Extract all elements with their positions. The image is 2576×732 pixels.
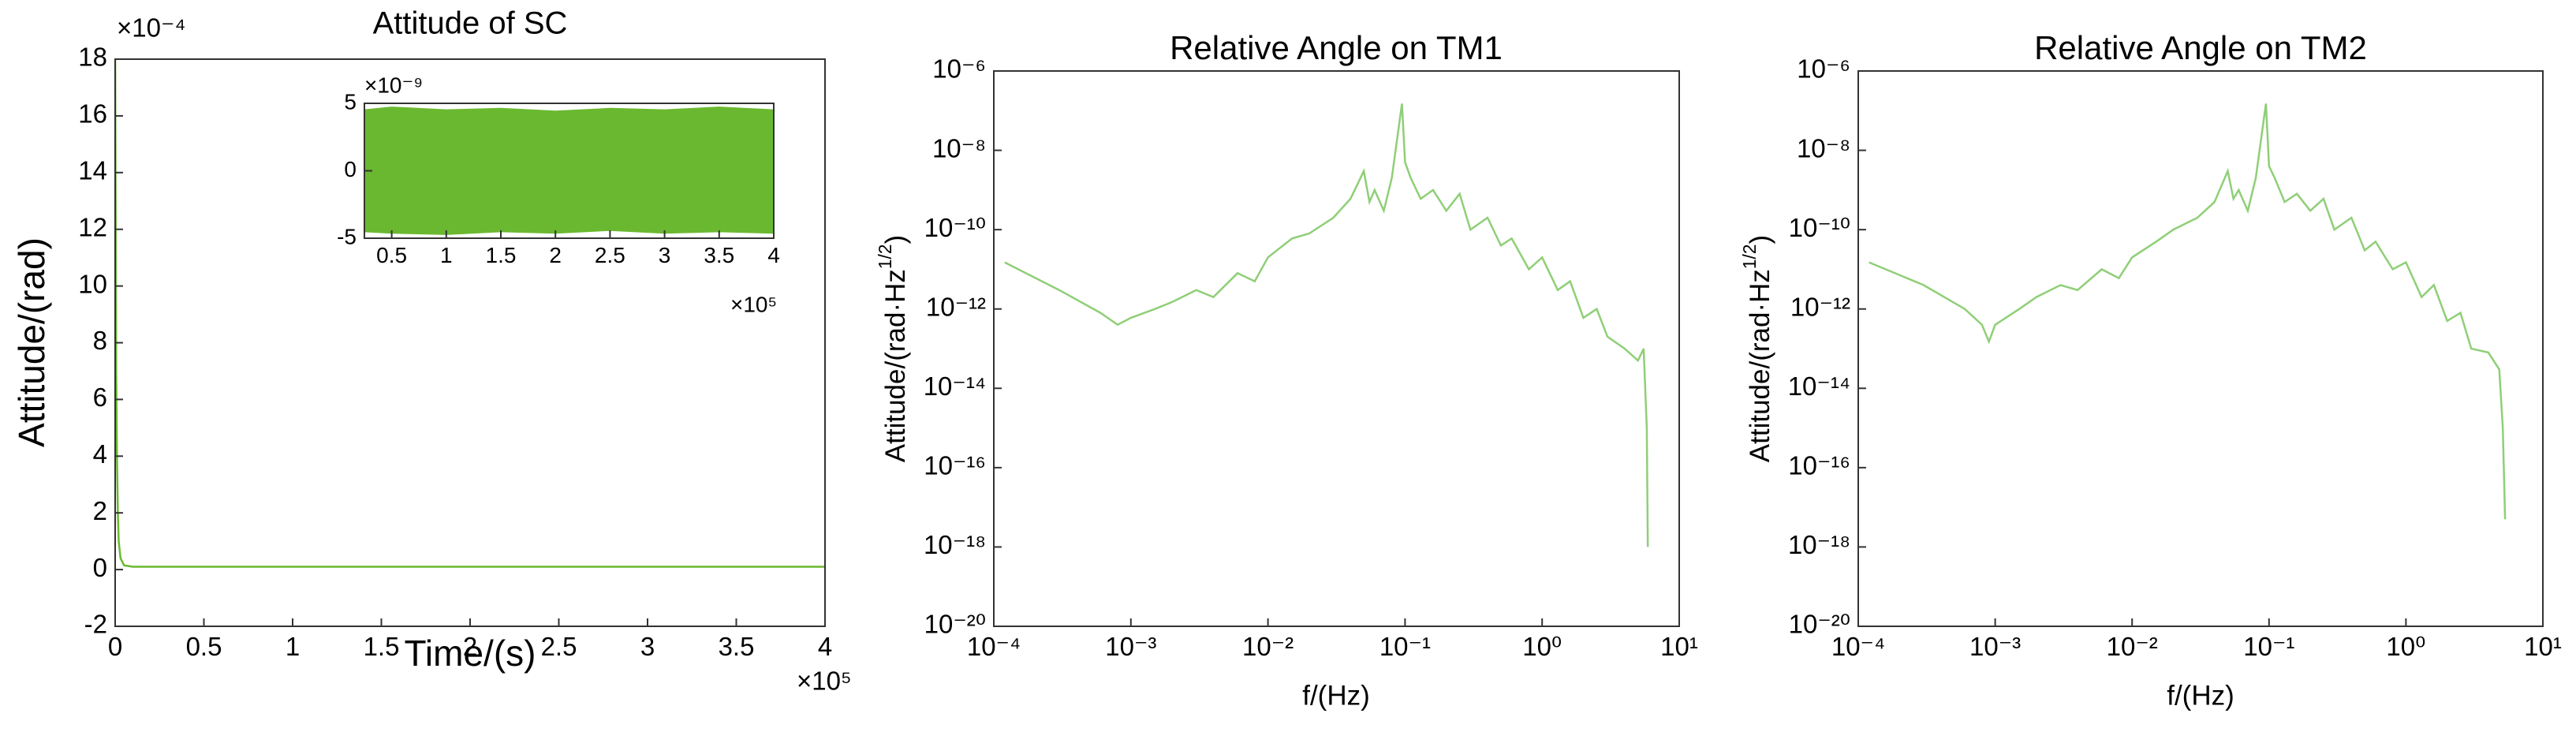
y-tick-label: 16 xyxy=(78,99,107,129)
data-line xyxy=(1004,103,1649,547)
x-multiplier: ×10⁵ xyxy=(797,667,852,696)
y-tick-label: 10⁻⁶ xyxy=(932,54,986,84)
x-tick-label: 10⁰ xyxy=(1522,632,1562,661)
y-tick-label: 10⁻¹⁶ xyxy=(924,451,986,480)
y-tick-label: -5 xyxy=(337,224,357,248)
y-multiplier: ×10⁻⁹ xyxy=(364,73,423,97)
y-axis-label-main: Attitude/(rad·Hz xyxy=(880,269,911,462)
data-band xyxy=(364,106,774,235)
x-tick-label: 10¹ xyxy=(1660,632,1698,661)
y-tick-label: 10 xyxy=(78,269,107,298)
x-tick-label: 10⁻² xyxy=(1242,632,1294,661)
x-tick-label: 3.5 xyxy=(704,243,734,267)
x-tick-label: 1 xyxy=(440,243,453,267)
y-axis-label-main: Attitude/(rad) xyxy=(11,237,52,447)
chart-title: Relative Angle on TM2 xyxy=(2034,29,2367,66)
y-tick-label: 6 xyxy=(93,383,107,412)
y-axis-label-end: ) xyxy=(880,235,911,245)
x-tick-label: 10⁻⁴ xyxy=(967,632,1021,661)
x-tick-label: 0.5 xyxy=(186,632,222,661)
x-tick-label: 2 xyxy=(463,632,477,661)
x-tick-label: 4 xyxy=(818,632,832,661)
y-tick-label: 10⁻¹² xyxy=(926,292,986,321)
y-tick-label: 10⁻¹⁸ xyxy=(924,530,986,559)
y-tick-label: 10⁻¹⁰ xyxy=(1789,213,1850,242)
x-tick-label: 10⁻³ xyxy=(1969,632,2021,661)
y-tick-label: 5 xyxy=(344,89,357,114)
axes-frame xyxy=(1857,70,2544,627)
x-axis-label: f/(Hz) xyxy=(1302,680,1370,711)
x-tick-label: 0.5 xyxy=(376,243,407,267)
y-tick-label: 10⁻¹⁴ xyxy=(924,372,986,401)
y-multiplier: ×10⁻⁴ xyxy=(117,13,186,43)
x-axis-label: f/(Hz) xyxy=(2167,680,2234,711)
x-tick-label: 2 xyxy=(549,243,562,267)
x-tick-label: 10⁻¹ xyxy=(2243,632,2294,661)
x-tick-label: 10⁰ xyxy=(2386,632,2425,661)
y-tick-label: 0 xyxy=(344,157,357,181)
y-tick-label: 10⁻²⁰ xyxy=(1789,610,1850,639)
y-tick-label: 2 xyxy=(93,496,107,525)
y-axis-label-sup: 1/2 xyxy=(1739,244,1760,269)
x-tick-label: 1.5 xyxy=(486,243,517,267)
x-axis-label: Time/(s) xyxy=(405,633,536,674)
chart-title: Attitude of SC xyxy=(373,6,568,41)
y-tick-label: 14 xyxy=(78,156,107,185)
x-tick-label: 10⁻¹ xyxy=(1379,632,1431,661)
x-multiplier: ×10⁵ xyxy=(730,292,777,316)
y-tick-label: 10⁻¹⁴ xyxy=(1788,372,1850,401)
data-line xyxy=(1869,103,2507,520)
y-tick-label: 10⁻¹⁰ xyxy=(924,213,986,242)
x-tick-label: 3 xyxy=(640,632,655,661)
y-tick-label: 18 xyxy=(78,43,107,72)
x-tick-label: 10⁻³ xyxy=(1105,632,1156,661)
y-tick-label: 10⁻¹⁸ xyxy=(1788,530,1850,559)
y-tick-label: 10⁻⁸ xyxy=(932,133,986,162)
x-tick-label: 10⁻⁴ xyxy=(1831,632,1885,661)
y-axis-label: Attitude/(rad·Hz1/2) xyxy=(1739,235,1775,462)
x-tick-label: 3 xyxy=(659,243,671,267)
x-tick-label: 10¹ xyxy=(2524,632,2562,661)
y-tick-label: 10⁻¹⁶ xyxy=(1788,451,1850,480)
chart-title: Relative Angle on TM1 xyxy=(1170,29,1503,66)
y-tick-label: 4 xyxy=(93,439,107,469)
x-tick-label: 1 xyxy=(286,632,300,661)
y-tick-label: 8 xyxy=(93,326,107,355)
y-tick-label: 10⁻⁸ xyxy=(1797,133,1850,162)
y-tick-label: 12 xyxy=(78,212,107,241)
x-tick-label: 2.5 xyxy=(595,243,625,267)
y-tick-label: 0 xyxy=(93,553,107,582)
x-tick-label: 3.5 xyxy=(719,632,755,661)
x-tick-label: 4 xyxy=(767,243,780,267)
y-axis-label: Attitude/(rad) xyxy=(11,237,52,447)
y-tick-label: -2 xyxy=(84,610,107,639)
y-axis-label: Attitude/(rad·Hz1/2) xyxy=(875,235,911,462)
x-tick-label: 0 xyxy=(108,632,122,661)
y-axis-label-sup: 1/2 xyxy=(875,244,895,269)
x-tick-label: 10⁻² xyxy=(2107,632,2158,661)
axes-frame xyxy=(993,70,1680,627)
data-line xyxy=(115,59,825,568)
y-axis-label-main: Attitude/(rad·Hz xyxy=(1745,269,1775,462)
x-tick-label: 1.5 xyxy=(364,632,400,661)
y-tick-label: 10⁻²⁰ xyxy=(924,610,986,639)
x-tick-label: 2.5 xyxy=(541,632,577,661)
y-axis-label-end: ) xyxy=(1745,235,1775,245)
y-tick-label: 10⁻⁶ xyxy=(1797,54,1850,84)
y-tick-label: 10⁻¹² xyxy=(1790,292,1850,321)
